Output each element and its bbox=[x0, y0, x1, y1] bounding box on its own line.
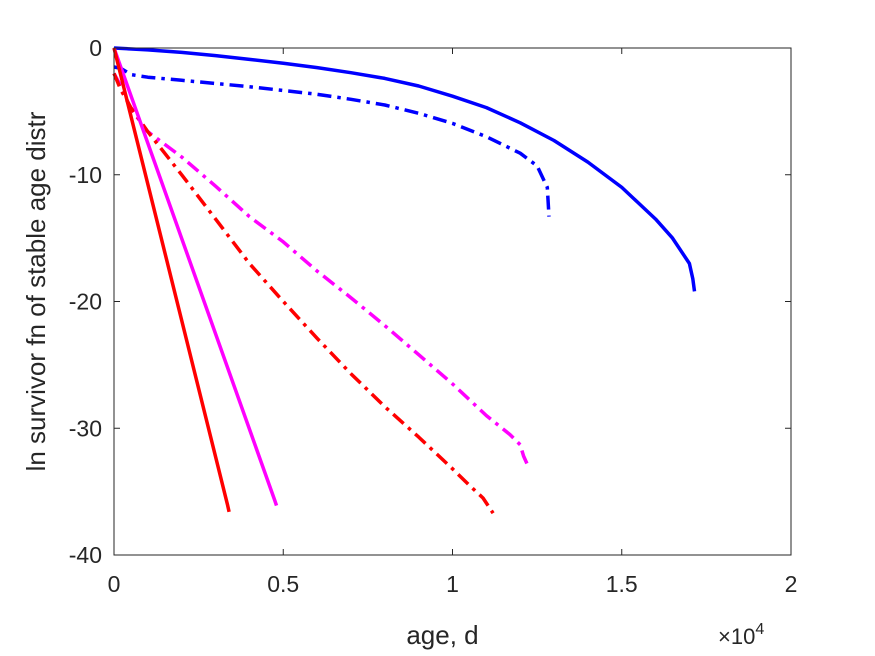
y-tick-label: -40 bbox=[69, 542, 102, 568]
series-line-1-solid bbox=[113, 46, 697, 292]
series-layer bbox=[112, 46, 697, 515]
series-line-5-solid bbox=[112, 47, 279, 507]
y-tick-label: 0 bbox=[89, 35, 102, 61]
y-tick-label: -30 bbox=[69, 415, 102, 441]
x-tick-label: 1.5 bbox=[606, 571, 638, 597]
series-line-2-dashdot bbox=[113, 65, 551, 217]
ticks-layer: 0 0.5 1 1.5 2 0 -10 -20 -30 -40 bbox=[69, 35, 798, 597]
x-axis-exponent-base: ×10 bbox=[718, 624, 755, 649]
x-axis-exponent: ×104 bbox=[718, 621, 764, 649]
x-tick-label: 0 bbox=[108, 571, 121, 597]
series-line-4-dashdot bbox=[112, 72, 495, 515]
x-axis-label: age, d bbox=[406, 620, 478, 650]
x-tick-label: 1 bbox=[446, 571, 459, 597]
x-axis-exponent-power: 4 bbox=[755, 621, 764, 638]
y-axis-label: ln survivor fn of stable age distr bbox=[21, 111, 51, 471]
x-tick-label: 0.5 bbox=[267, 571, 299, 597]
y-tick-label: -20 bbox=[69, 289, 102, 315]
series-line-6-solid bbox=[112, 47, 231, 513]
x-tick-label: 2 bbox=[785, 571, 798, 597]
y-tick-label: -10 bbox=[69, 162, 102, 188]
